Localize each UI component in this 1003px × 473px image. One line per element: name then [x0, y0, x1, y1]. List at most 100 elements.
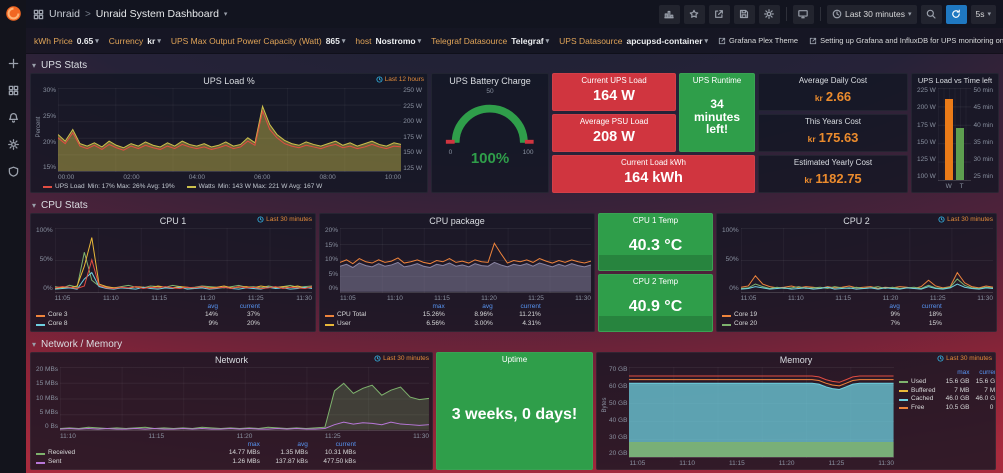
legend-item[interactable]: Cached [899, 395, 935, 404]
refresh-button[interactable] [945, 4, 967, 24]
legend-item[interactable]: Used [899, 378, 935, 387]
alerting-button[interactable] [0, 104, 26, 131]
ups-load-chart[interactable] [58, 88, 402, 172]
variable-value-dropdown[interactable]: kr ▾ [147, 35, 161, 46]
panel-title[interactable]: Memory [779, 355, 813, 365]
panel-timerange: Last 30 minutes [937, 355, 992, 362]
legend-item[interactable]: Watts Min: 143 W Max: 221 W Avg: 167 W [186, 183, 322, 190]
legend-item[interactable]: UPS Load Min: 17% Max: 26% Avg: 19% [43, 183, 175, 190]
legend-item[interactable]: Core 3 [36, 311, 182, 320]
variable-label: kWh Price [34, 35, 73, 46]
panel-title[interactable]: Network [214, 355, 248, 365]
help-button[interactable] [0, 158, 26, 185]
tick: 50% [725, 256, 739, 264]
tick: 50 GB [609, 399, 628, 407]
cpu2-chart[interactable] [740, 228, 993, 293]
cpu1-chart[interactable] [54, 228, 312, 293]
row-header-network-memory[interactable]: ▾ Network / Memory [32, 338, 123, 350]
panel-title[interactable]: UPS Runtime [692, 76, 742, 85]
star-button[interactable] [683, 4, 705, 24]
tick: 06:00 [254, 174, 271, 181]
tick: 11:15 [151, 294, 168, 302]
tick: 100% [36, 227, 53, 234]
add-panel-icon [664, 10, 675, 19]
legend-item[interactable]: Core 8 [36, 320, 182, 329]
kiosk-mode-button[interactable] [792, 4, 814, 24]
tick: 0 Bs [45, 423, 59, 431]
legend-item[interactable]: Free [899, 404, 935, 413]
legend-value: 18% [928, 311, 942, 319]
variable-label: UPS Max Output Power Capacity (Watt) [170, 35, 322, 46]
network-chart[interactable] [60, 367, 429, 431]
legend-item[interactable]: CPU Total [325, 311, 397, 320]
panel-title[interactable]: UPS Battery Charge [449, 76, 531, 86]
panel-title[interactable]: Average PSU Load [579, 117, 649, 126]
stat-value: kr 2.66 [814, 89, 852, 104]
panel-title[interactable]: CPU 1 [159, 216, 187, 226]
tick: 10% [325, 256, 339, 264]
time-range-label: Last 30 minutes [844, 9, 905, 19]
tick: 20% [43, 138, 57, 146]
panel-title[interactable]: CPU package [429, 216, 485, 226]
panel-ups-runtime: UPS Runtime 34 minutes left! [679, 73, 755, 152]
memory-chart[interactable] [629, 367, 894, 458]
tick: 5% [328, 270, 339, 278]
tick: 225 W [403, 102, 422, 110]
link-grafana-plex-theme[interactable]: Grafana Plex Theme [718, 36, 798, 45]
panel-title[interactable]: Average Daily Cost [798, 76, 868, 85]
panel-title[interactable]: CPU 2 Temp [632, 277, 679, 286]
add-panel-button[interactable] [658, 4, 680, 24]
panel-title[interactable]: Current UPS Load [581, 76, 647, 85]
refresh-icon [952, 9, 960, 18]
panel-title[interactable]: CPU 2 [843, 216, 870, 226]
legend-item[interactable]: Core 19 [722, 311, 864, 320]
y-axis-left: 20% 15% 10% 5% 0% [323, 227, 340, 293]
cpu-package-chart[interactable] [340, 228, 591, 293]
tick: 11:20 [481, 294, 497, 302]
row-header-ups-stats[interactable]: ▾ UPS Stats [32, 59, 88, 71]
link-ups-monitoring-guide[interactable]: Setting up Grafana and InfluxDB for UPS … [809, 36, 1003, 45]
variable-value-dropdown[interactable]: Telegraf ▾ [511, 35, 550, 46]
refresh-interval-picker[interactable]: 5s ▾ [970, 4, 996, 24]
save-button[interactable] [733, 4, 755, 24]
time-picker[interactable]: Last 30 minutes ▾ [826, 4, 917, 24]
variable-value-dropdown[interactable]: 0.65 ▾ [76, 35, 99, 46]
dashboards-button[interactable] [0, 77, 26, 104]
variable-value-dropdown[interactable]: Nostromo ▾ [375, 35, 422, 46]
variable-value-dropdown[interactable]: apcupsd-container ▾ [626, 35, 709, 46]
legend-header: current [239, 302, 260, 310]
panel-title[interactable]: Current Load kWh [621, 158, 686, 167]
legend-item[interactable]: Buffered [899, 387, 935, 396]
panel-title[interactable]: This Years Cost [804, 117, 862, 126]
panel-title[interactable]: UPS Load vs Time left [917, 76, 993, 85]
ups-load-vs-time-chart[interactable] [937, 88, 972, 181]
dashboard-title[interactable]: Unraid System Dashboard [95, 8, 219, 20]
create-button[interactable] [0, 50, 26, 77]
breadcrumb-folder[interactable]: Unraid [49, 8, 80, 20]
configuration-button[interactable] [0, 131, 26, 158]
panel-title[interactable]: Uptime [501, 355, 528, 364]
chevron-down-icon: ▾ [907, 11, 912, 18]
panel-title[interactable]: Estimated Yearly Cost [793, 158, 873, 167]
stat-value: 208 W [593, 128, 635, 145]
tick: 20 MBs [36, 366, 59, 373]
y-axis-left: 100% 50% 0% [34, 227, 55, 293]
legend-item[interactable]: User [325, 320, 397, 329]
zoom-out-button[interactable] [920, 4, 942, 24]
gauge-tick: 50 [486, 88, 494, 95]
legend-item[interactable]: Received [36, 449, 212, 458]
row-header-cpu-stats[interactable]: ▾ CPU Stats [32, 199, 88, 211]
legend-item[interactable]: Core 20 [722, 320, 864, 329]
divider [785, 7, 787, 21]
variable-value-dropdown[interactable]: 865 ▾ [325, 35, 346, 46]
breadcrumb[interactable]: Unraid > Unraid System Dashboard ▾ [33, 8, 227, 20]
sparkline [599, 316, 712, 331]
panel-title[interactable]: CPU 1 Temp [632, 216, 679, 225]
grafana-logo[interactable] [5, 5, 22, 22]
legend-item[interactable]: Sent [36, 458, 212, 467]
share-button[interactable] [708, 4, 730, 24]
chevron-down-icon: ▾ [545, 37, 550, 45]
panel-title[interactable]: UPS Load % [203, 76, 255, 86]
navbar-actions: Last 30 minutes ▾ 5s ▾ [658, 4, 996, 24]
dashboard-settings-button[interactable] [758, 4, 780, 24]
